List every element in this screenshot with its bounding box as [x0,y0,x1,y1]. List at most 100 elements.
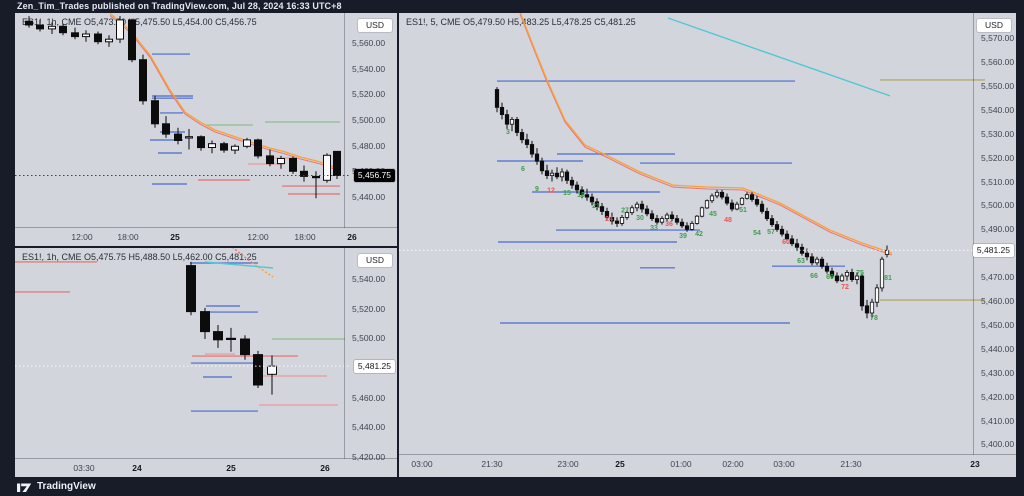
candle [200,307,210,339]
candle [197,135,205,151]
bar-count-label: 81 [884,275,892,282]
candle [162,116,170,138]
candle [869,298,875,318]
candle [213,325,223,348]
candle [619,215,625,226]
bar-count-label: 27 [621,208,629,215]
symbol-ohlc-header: ES1!, 1h, CME O5,475.75 H5,488.50 L5,462… [22,252,257,262]
price-axis-label: 5,430.00 [981,368,1015,378]
candle [277,155,285,169]
candle [333,150,341,179]
time-axis-label: 21:30 [481,459,503,469]
candle [874,284,880,307]
candle [529,140,535,158]
time-axis-label: 21:30 [840,459,862,469]
candle [824,262,830,274]
candle [584,188,590,201]
chart-panel-bottom-left[interactable]: ES1!, 1h, CME O5,475.75 H5,488.50 L5,462… [15,248,397,477]
bar-count-label: 6 [521,166,525,173]
candle [243,137,251,149]
candle [549,169,555,182]
candle [186,261,196,316]
time-axis[interactable]: 12:00 18:00 25 12:00 18:00 26 [15,227,397,246]
candle [814,256,820,266]
candle [323,153,331,183]
candle [36,19,44,32]
price-axis[interactable]: 5,540.00 5,520.00 5,500.00 5,460.00 5,440.00… [344,248,397,462]
bar-count-label: 51 [739,207,747,214]
tradingview-logo-icon[interactable] [17,481,32,492]
candle [849,268,855,282]
ma-line-red [519,13,893,256]
bar-count-label: 21 [592,203,600,210]
candle [634,201,640,212]
price-axis-label: 5,420.00 [981,392,1015,402]
price-axis[interactable]: 5,560.00 5,540.00 5,520.00 5,500.00 5,480.00… [344,13,397,228]
bar-count-label: 18 [577,192,585,199]
candle [739,197,745,206]
bar-count-label: 33 [650,225,658,232]
candle [116,16,124,43]
candle [769,215,775,227]
bar-count-label: 75 [856,270,864,277]
candle [649,210,655,221]
candle [226,327,236,352]
candle [754,195,760,207]
price-axis-label: 5,520.00 [352,304,386,314]
bar-count-label: 45 [709,211,717,218]
candle [564,169,570,184]
candle [544,164,550,180]
price-chart-canvas[interactable] [15,248,349,459]
candle [659,216,665,225]
trendline [232,248,253,264]
trendline [204,261,274,269]
time-axis-label: 03:00 [411,459,433,469]
price-axis-label: 5,530.00 [981,129,1015,139]
candle [704,199,710,209]
time-axis-label: 12:00 [247,232,269,242]
candle [554,167,560,180]
candle [639,200,645,213]
bar-count-label: 54 [753,230,761,237]
currency-toggle-button[interactable]: USD [976,18,1012,34]
bar-count-label: 3 [506,129,510,136]
candle [504,109,510,129]
candle [884,245,890,258]
candle [699,206,705,218]
candle [714,189,720,199]
price-axis[interactable]: 5,570.00 5,560.00 5,550.00 5,540.00 5,530.00… [972,13,1016,455]
time-axis[interactable]: 03:30 24 25 26 [15,458,397,477]
bar-count-label: 42 [695,231,703,238]
candle [599,203,605,215]
price-chart-canvas[interactable] [15,13,349,228]
currency-toggle-button[interactable]: USD [357,253,393,269]
time-axis-label: 12:00 [71,232,93,242]
tradingview-brand-text[interactable]: TradingView [37,481,96,492]
candle [644,205,650,217]
currency-toggle-button[interactable]: USD [357,18,393,34]
candle [519,128,525,144]
price-axis-label: 5,540.00 [352,274,386,284]
last-price-tag: 5,456.75 [353,169,395,182]
candle [809,253,815,266]
chart-panel-right[interactable]: ES1!, 5, CME O5,479.50 H5,483.25 L5,478.… [399,13,1016,477]
price-axis-label: 5,440.00 [352,192,386,202]
time-axis-label: 18:00 [294,232,316,242]
candle [759,200,765,214]
candle [734,201,740,211]
price-axis-label: 5,450.00 [981,320,1015,330]
price-axis-label: 5,460.00 [981,296,1015,306]
candle [208,140,216,154]
price-axis-label: 5,410.00 [981,416,1015,426]
ma-line-orange [519,13,893,254]
candle [879,256,885,292]
price-axis-label: 5,560.00 [981,57,1015,67]
candle [185,129,193,150]
candle [794,238,800,251]
chart-panel-top-left[interactable]: ES1!, 1h, CME O5,473.50 H5,475.50 L5,454… [15,13,397,246]
time-axis[interactable]: 03:00 21:30 23:00 25 01:00 02:00 03:00 21:30 23 [399,454,1016,477]
candle [664,212,670,221]
candle [789,235,795,247]
candle [59,23,67,36]
